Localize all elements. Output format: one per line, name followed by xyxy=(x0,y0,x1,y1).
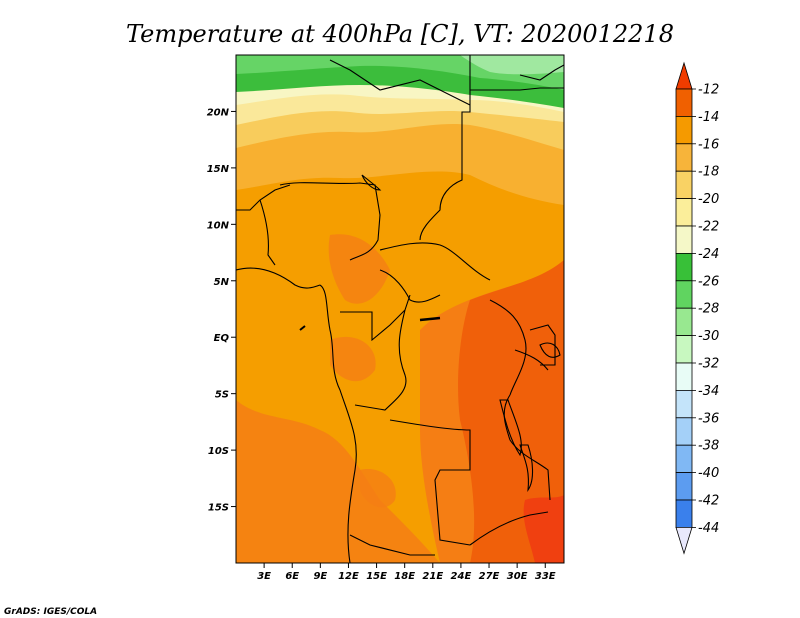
colorbar-segment xyxy=(675,362,693,391)
colorbar-segment xyxy=(675,170,693,199)
colorbar-label: -16 xyxy=(698,137,719,152)
colorbar-segment xyxy=(675,225,693,254)
x-tick-label: 3E xyxy=(257,571,271,582)
temp-field-green-28 xyxy=(460,55,564,75)
colorbar-segment xyxy=(675,444,693,474)
colorbar-segment xyxy=(675,252,693,282)
colorbar-label: -14 xyxy=(698,110,719,125)
colorbar-label: -28 xyxy=(698,302,719,317)
colorbar-label: -22 xyxy=(698,220,719,235)
y-tick-label: 5N xyxy=(214,277,230,288)
y-tick-label: 10N xyxy=(207,220,230,231)
colorbar-label: -26 xyxy=(698,274,719,289)
colorbar-segment xyxy=(675,198,693,227)
grads-credit: GrADS: IGES/COLA xyxy=(4,607,97,617)
x-tick-label: 9E xyxy=(313,571,327,582)
x-tick-label: 15E xyxy=(366,571,387,582)
colorbar-label: -38 xyxy=(698,439,719,454)
x-tick-label: 24E xyxy=(451,571,472,582)
temp-field-warm-south xyxy=(236,400,440,563)
colorbar: -12 -14 -16 -18 -20 -22 -24 -26 -28 -30 -32 -34 -36 -… xyxy=(675,61,719,555)
x-tick-label: 30E xyxy=(507,571,528,582)
colorbar-label: -32 xyxy=(698,357,719,372)
x-tick-label: 18E xyxy=(394,571,415,582)
colorbar-segment xyxy=(675,499,693,528)
temp-field-warm-congo xyxy=(328,234,390,304)
colorbar-segment xyxy=(675,417,693,446)
colorbar-segment xyxy=(675,472,693,501)
x-tick-label: 6E xyxy=(285,571,299,582)
x-tick-label: 33E xyxy=(535,571,556,582)
y-tick-label: 15S xyxy=(208,503,229,514)
y-tick-label: 10S xyxy=(208,446,229,457)
colorbar-label: -30 xyxy=(698,329,719,344)
temp-field-hot-east xyxy=(458,260,564,563)
colorbar-segment xyxy=(675,280,693,309)
colorbar-label: -44 xyxy=(698,521,719,536)
colorbar-segment xyxy=(675,307,693,337)
colorbar-label: -36 xyxy=(698,411,719,426)
colorbar-segment xyxy=(675,335,693,364)
colorbar-segment xyxy=(675,88,693,117)
colorbar-label: -24 xyxy=(698,247,719,262)
y-tick-label: EQ xyxy=(214,333,230,344)
colorbar-segment xyxy=(675,61,693,90)
lakes-outline xyxy=(299,174,561,493)
y-axis: 20N 15N 10N 5N EQ 5S 10S 15S xyxy=(207,107,236,514)
colorbar-label: -42 xyxy=(698,494,719,509)
colorbar-segment xyxy=(675,527,693,555)
x-tick-label: 21E xyxy=(422,571,443,582)
y-tick-label: 15N xyxy=(207,164,230,175)
colorbar-label: -12 xyxy=(698,83,719,98)
temp-field-warm-patch-west xyxy=(330,336,376,382)
chart-title: Temperature at 400hPa [C], VT: 202001221… xyxy=(126,20,674,48)
y-tick-label: 5S xyxy=(215,390,229,401)
x-axis: 3E 6E 9E 12E 15E 18E 21E 24E 27E 30E 33E xyxy=(257,563,556,582)
colorbar-segment xyxy=(675,143,693,172)
y-tick-label: 20N xyxy=(207,107,230,118)
map-area xyxy=(236,55,564,563)
colorbar-label: -20 xyxy=(698,192,719,207)
colorbar-label: -34 xyxy=(698,384,719,399)
colorbar-label: -18 xyxy=(698,165,719,180)
temp-field-hottest-southeast xyxy=(523,495,564,563)
x-tick-label: 12E xyxy=(338,571,359,582)
colorbar-segment xyxy=(675,116,693,145)
colorbar-segment xyxy=(675,389,693,419)
map-frame xyxy=(235,54,565,564)
colorbar-label: -40 xyxy=(698,466,719,481)
x-tick-label: 27E xyxy=(479,571,500,582)
temp-field-warm-patch-south xyxy=(360,469,396,508)
